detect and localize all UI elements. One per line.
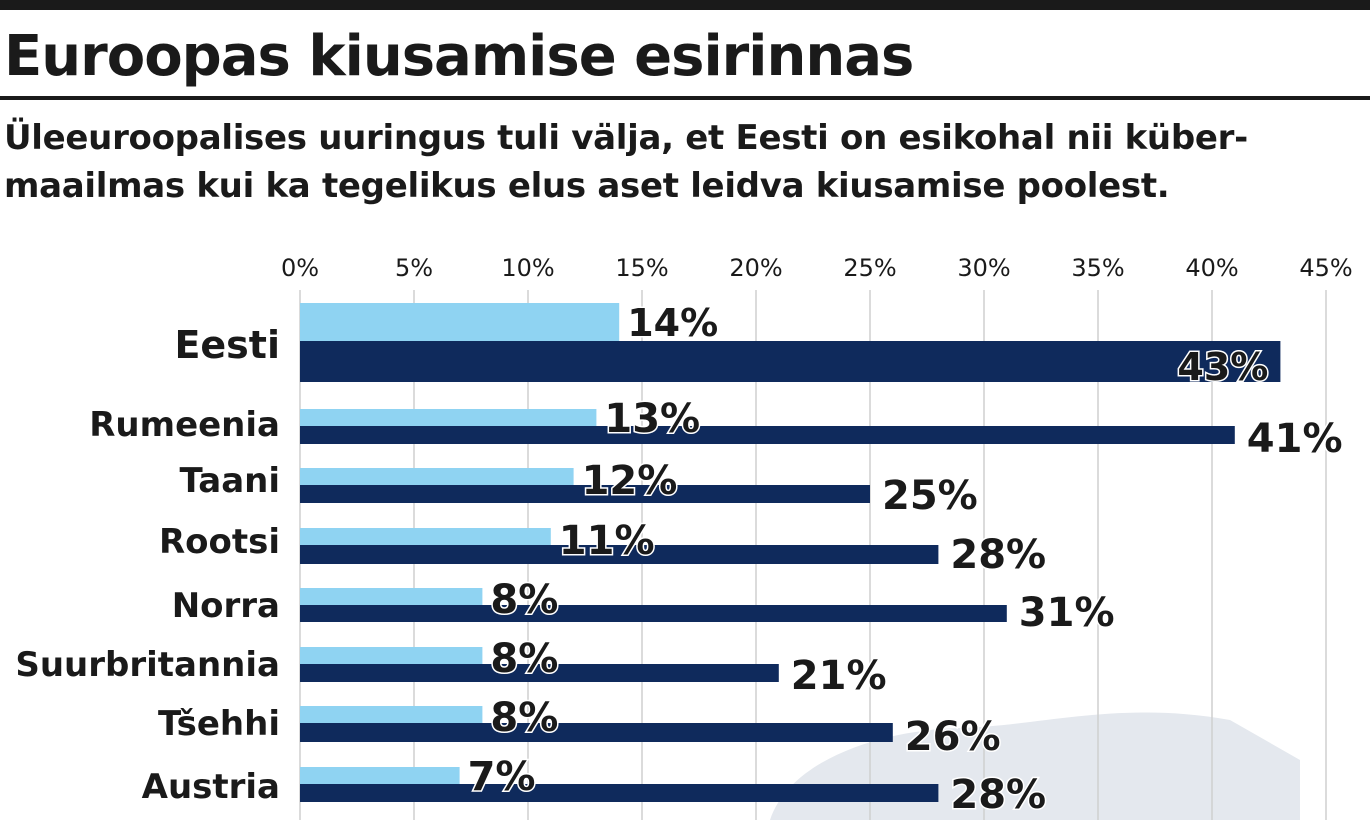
x-tick-label: 45% — [1299, 254, 1352, 282]
bar-series-2 — [300, 545, 939, 564]
value-label-series-2: 31% — [1019, 590, 1115, 636]
value-label-series-2: 28% — [950, 532, 1046, 578]
value-label-series-1: 8% — [490, 636, 558, 682]
bar-series-1 — [300, 706, 483, 723]
x-tick-label: 10% — [501, 254, 554, 282]
category-label: Norra — [172, 586, 280, 626]
x-tick-label: 30% — [957, 254, 1010, 282]
value-label-series-1: 13% — [604, 396, 700, 442]
x-tick-label: 0% — [281, 254, 319, 282]
category-label: Austria — [142, 767, 280, 807]
value-label-series-1: 14% — [627, 301, 718, 345]
x-tick-label: 35% — [1071, 254, 1124, 282]
bar-layer — [300, 303, 1281, 802]
bar-series-2 — [300, 723, 893, 742]
value-label-series-1: 8% — [490, 695, 558, 741]
category-label: Rootsi — [159, 522, 280, 562]
x-tick-label: 25% — [843, 254, 896, 282]
bar-series-1 — [300, 588, 483, 605]
category-label: Rumeenia — [89, 405, 280, 445]
top-rule — [0, 0, 1370, 10]
category-label: Eesti — [174, 323, 280, 367]
bar-series-2 — [300, 784, 939, 802]
category-label: Taani — [179, 461, 280, 501]
bar-series-2 — [300, 341, 1281, 382]
title-rule — [0, 96, 1370, 100]
chart-subtitle: Üleeuroopalises uuringus tuli välja, et … — [4, 118, 1248, 206]
bar-series-1 — [300, 767, 460, 784]
bar-series-1 — [300, 647, 483, 664]
bar-series-1 — [300, 303, 620, 341]
category-label: Suurbritannia — [15, 645, 280, 685]
value-label-series-2: 41% — [1247, 416, 1343, 462]
bar-series-2 — [300, 485, 870, 503]
value-label-series-1: 8% — [490, 577, 558, 623]
chart-title: Euroopas kiusamise esirinnas — [4, 24, 914, 89]
bar-series-2 — [300, 664, 779, 682]
bar-series-1 — [300, 468, 574, 485]
bar-series-1 — [300, 409, 597, 426]
bar-series-2 — [300, 605, 1007, 622]
value-label-series-2: 25% — [882, 473, 978, 519]
value-label-series-1: 11% — [559, 518, 655, 564]
value-label-series-2: 28% — [950, 772, 1046, 818]
value-label-series-1: 12% — [582, 458, 678, 504]
x-tick-label: 15% — [615, 254, 668, 282]
bar-series-1 — [300, 528, 551, 545]
value-label-series-2: 43% — [1177, 345, 1268, 389]
value-label-series-1: 7% — [468, 754, 536, 800]
value-labels: 14% 43% 13% 41% 12% 25% 11% 28% 8% 31% 8% 21% 8% 26% 7… — [466, 300, 1344, 820]
category-label: Tšehhi — [158, 704, 280, 744]
x-tick-label: 40% — [1185, 254, 1238, 282]
value-label-series-2: 26% — [905, 714, 1001, 760]
x-axis-ticks: 0% 5% 10% 15% 20% 25% 30% 35% 40% 45% — [281, 254, 1353, 282]
value-label-series-2: 21% — [791, 653, 887, 699]
x-tick-label: 20% — [729, 254, 782, 282]
x-tick-label: 5% — [395, 254, 433, 282]
bar-series-2 — [300, 426, 1235, 444]
category-labels: Eesti Rumeenia Taani Rootsi Norra Suurbritann… — [15, 323, 280, 807]
